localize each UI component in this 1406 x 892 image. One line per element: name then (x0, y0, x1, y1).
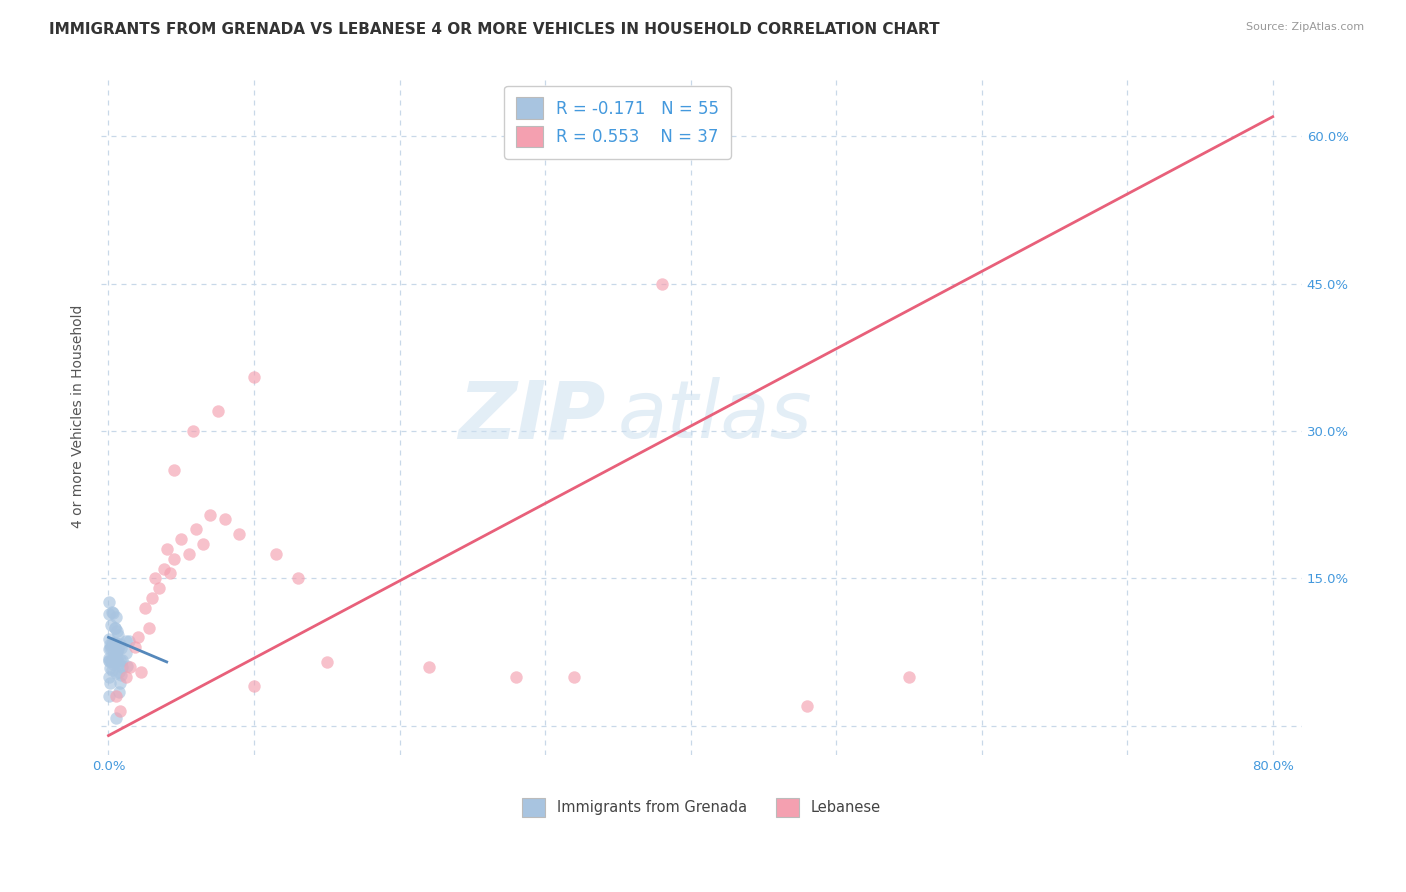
Point (562, 670, 585, 684)
Point (107, 641, 129, 656)
Point (101, 605, 124, 619)
Point (97, 607, 120, 621)
Point (163, 463, 186, 477)
Point (100, 654, 122, 668)
Point (152, 561, 174, 575)
Point (103, 638, 125, 652)
Point (141, 591, 163, 605)
Point (98, 661, 121, 675)
Point (148, 581, 170, 595)
Point (163, 551, 186, 566)
Legend: Immigrants from Grenada, Lebanese: Immigrants from Grenada, Lebanese (516, 792, 887, 822)
Point (115, 646, 138, 660)
Point (98, 641, 121, 656)
Point (104, 665, 127, 680)
Point (110, 641, 132, 656)
Point (103, 636, 125, 650)
Point (243, 370, 266, 384)
Point (287, 571, 309, 585)
Point (228, 527, 250, 541)
Point (170, 532, 193, 546)
Text: atlas: atlas (617, 377, 813, 455)
Point (103, 655, 125, 669)
Point (264, 547, 287, 561)
Point (127, 631, 149, 645)
Point (105, 644, 128, 658)
Text: ZIP: ZIP (458, 377, 606, 455)
Point (100, 676, 122, 690)
Point (98, 653, 121, 667)
Point (105, 610, 128, 624)
Point (105, 624, 128, 639)
Point (118, 634, 141, 648)
Point (97, 670, 120, 684)
Point (138, 620, 160, 634)
Point (207, 404, 229, 418)
Point (100, 618, 122, 632)
Point (191, 537, 214, 551)
Point (98, 654, 121, 668)
Point (98, 637, 121, 651)
Point (159, 566, 181, 581)
Point (108, 665, 131, 679)
Point (104, 621, 127, 635)
Point (156, 541, 179, 556)
Point (796, 699, 818, 714)
Point (97, 642, 120, 657)
Point (129, 665, 152, 679)
Point (111, 653, 134, 667)
Point (115, 659, 138, 673)
Point (97, 690, 120, 704)
Point (243, 680, 266, 694)
Point (104, 690, 127, 704)
Point (184, 522, 207, 536)
Point (650, 277, 672, 291)
Point (124, 640, 146, 655)
Point (505, 670, 527, 684)
Point (108, 637, 131, 651)
Point (418, 660, 440, 674)
Point (101, 606, 124, 620)
Point (97, 650, 120, 665)
Point (104, 654, 127, 668)
Point (115, 670, 138, 684)
Point (107, 627, 129, 641)
Point (108, 676, 131, 690)
Text: IMMIGRANTS FROM GRENADA VS LEBANESE 4 OR MORE VEHICLES IN HOUSEHOLD CORRELATION : IMMIGRANTS FROM GRENADA VS LEBANESE 4 OR… (49, 22, 939, 37)
Point (897, 670, 920, 684)
Point (104, 647, 127, 661)
Text: Source: ZipAtlas.com: Source: ZipAtlas.com (1246, 22, 1364, 32)
Point (98, 632, 121, 646)
Point (200, 508, 222, 522)
Point (103, 649, 125, 664)
Point (181, 424, 204, 438)
Y-axis label: 4 or more Vehicles in Household: 4 or more Vehicles in Household (72, 305, 86, 528)
Point (177, 547, 200, 561)
Point (104, 643, 127, 657)
Point (107, 656, 129, 670)
Point (214, 512, 236, 526)
Point (101, 636, 124, 650)
Point (104, 636, 127, 650)
Point (103, 657, 125, 672)
Point (100, 663, 122, 677)
Point (108, 685, 131, 699)
Point (108, 653, 131, 667)
Point (108, 704, 131, 718)
Point (114, 633, 136, 648)
Point (105, 711, 128, 725)
Point (100, 640, 122, 654)
Point (104, 621, 127, 635)
Point (110, 667, 132, 681)
Point (143, 571, 166, 585)
Point (120, 660, 142, 674)
Point (111, 659, 134, 673)
Point (134, 600, 156, 615)
Point (105, 653, 128, 667)
Point (101, 635, 124, 649)
Point (103, 651, 125, 665)
Point (98, 595, 121, 609)
Point (315, 655, 337, 669)
